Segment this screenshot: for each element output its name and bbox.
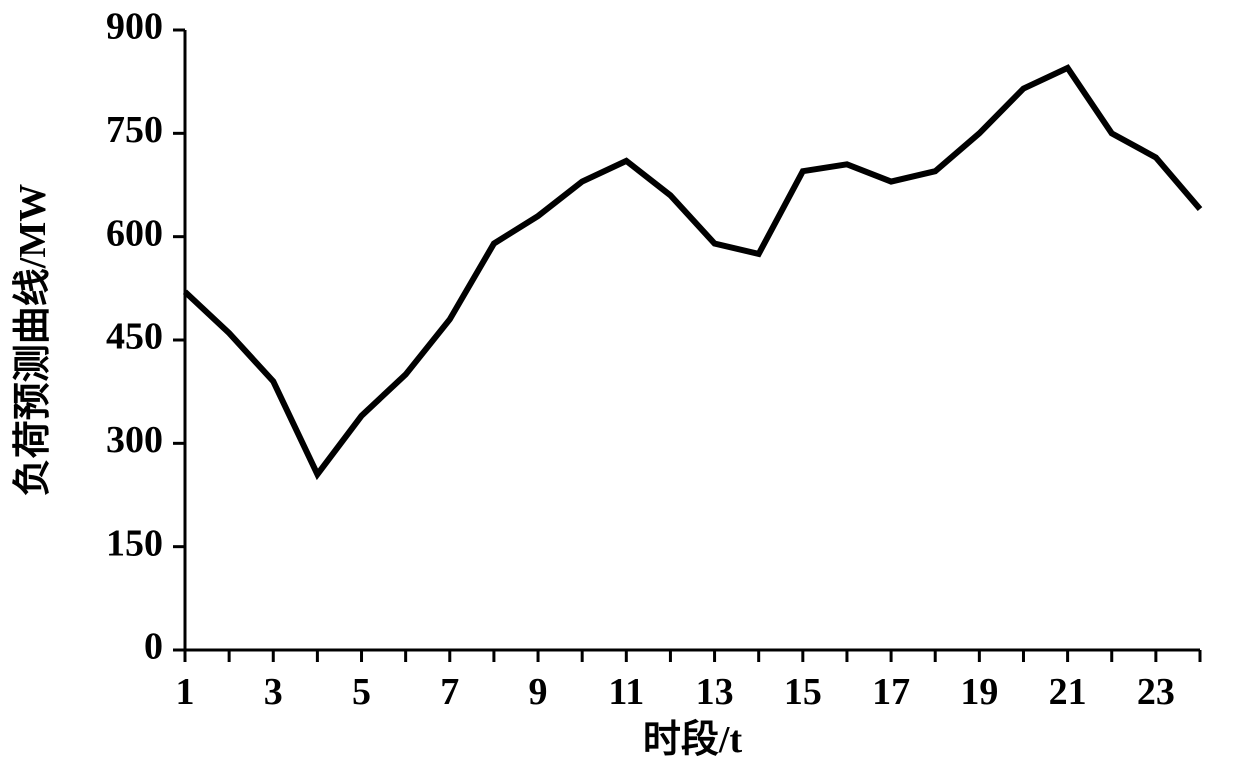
x-tick-label: 1 (176, 671, 195, 713)
y-tick-label: 0 (144, 626, 163, 668)
x-tick-label: 21 (1049, 671, 1087, 713)
x-tick-label: 13 (696, 671, 734, 713)
x-tick-label: 19 (960, 671, 998, 713)
x-tick-label: 9 (529, 671, 548, 713)
line-chart: 01503004506007509001357911131517192123时段… (0, 0, 1240, 773)
x-tick-label: 5 (352, 671, 371, 713)
x-tick-label: 15 (784, 671, 822, 713)
y-tick-label: 450 (106, 316, 163, 358)
y-tick-label: 900 (106, 6, 163, 48)
y-tick-label: 300 (106, 419, 163, 461)
x-tick-label: 17 (872, 671, 910, 713)
y-tick-label: 150 (106, 522, 163, 564)
y-axis-label: 负荷预测曲线/MW (12, 184, 54, 496)
x-tick-label: 7 (440, 671, 459, 713)
chart-container: 01503004506007509001357911131517192123时段… (0, 0, 1240, 773)
load-forecast-line (185, 68, 1200, 474)
x-tick-label: 3 (264, 671, 283, 713)
y-tick-label: 600 (106, 212, 163, 254)
x-tick-label: 23 (1137, 671, 1175, 713)
y-tick-label: 750 (106, 109, 163, 151)
x-tick-label: 11 (608, 671, 644, 713)
x-axis-label: 时段/t (643, 719, 743, 761)
